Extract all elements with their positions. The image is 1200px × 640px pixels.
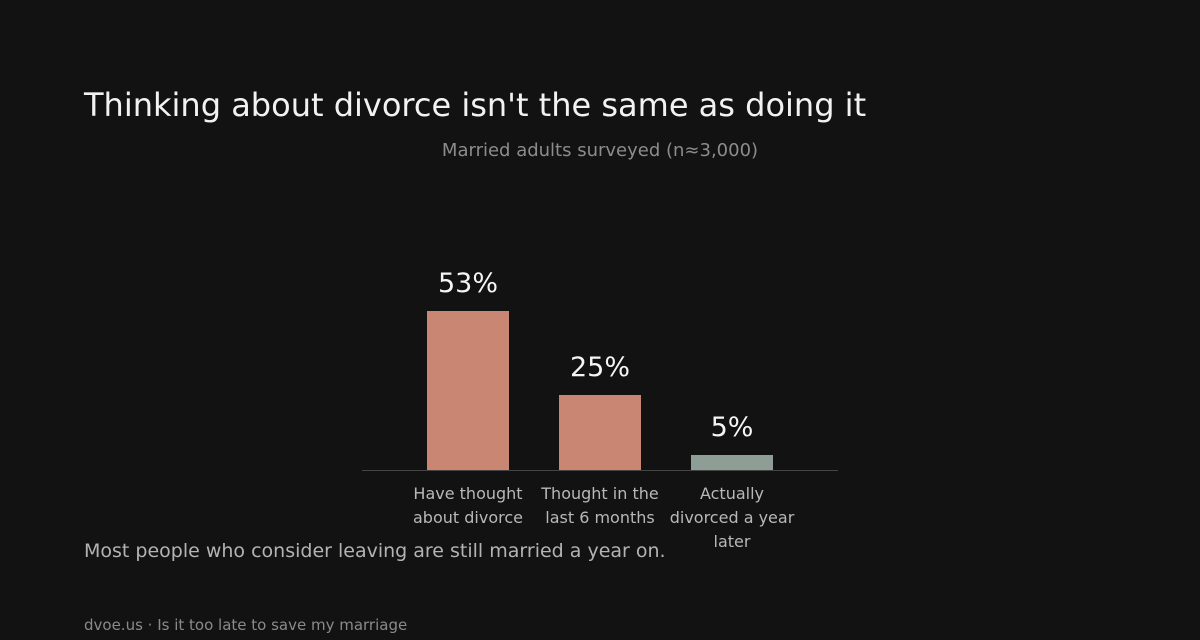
chart-subtitle: Married adults surveyed (n≈3,000): [441, 140, 759, 161]
annotation: Most people who consider leaving are sti…: [84, 540, 666, 562]
value-label: 5%: [711, 412, 754, 443]
value-label: 53%: [438, 268, 498, 299]
value-label: 25%: [570, 352, 630, 383]
bar: [691, 455, 773, 470]
x-tick-label: Thought in the last 6 months: [541, 484, 659, 527]
x-tick-label: Actually divorced a year later: [669, 484, 795, 551]
bar: [559, 395, 641, 470]
footer: dvoe.us · Is it too late to save my marr…: [84, 616, 408, 634]
chart-title: Thinking about divorce isn't the same as…: [84, 86, 867, 124]
x-tick-label: Have thought about divorce: [413, 484, 523, 527]
bar: [427, 311, 509, 470]
